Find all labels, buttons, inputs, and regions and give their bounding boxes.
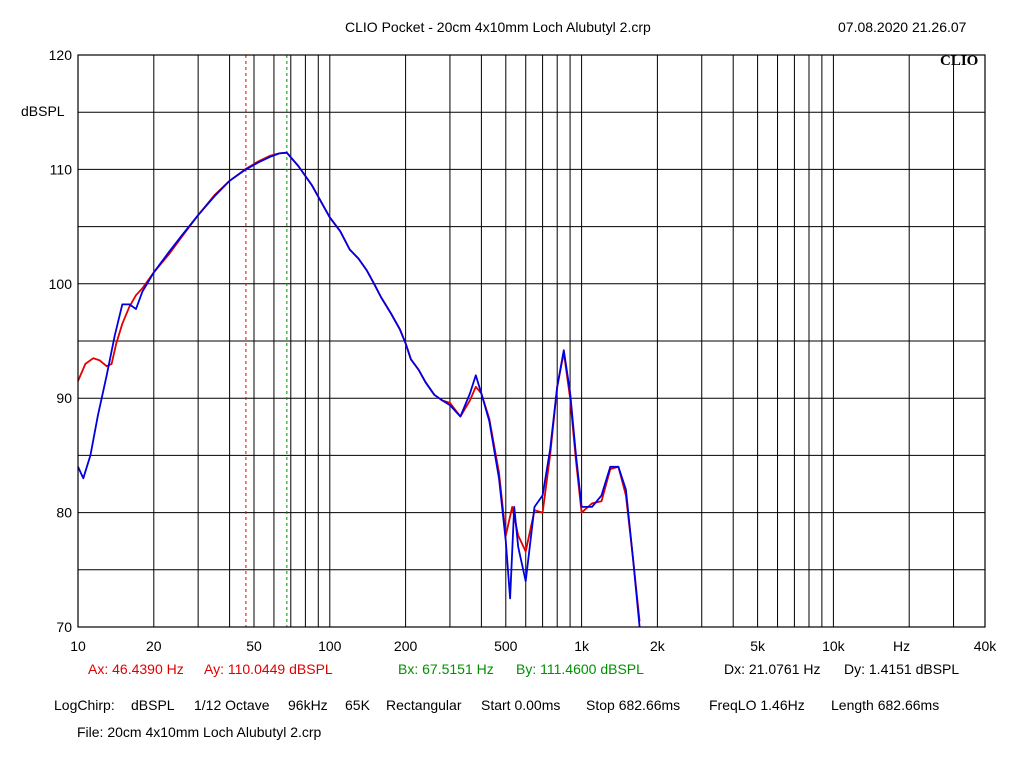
x-tick-label: 100 <box>318 638 342 654</box>
setting-smoothing: 1/12 Octave <box>194 697 270 713</box>
cursor-a-y: Ay: 110.0449 dBSPL <box>204 661 333 677</box>
cursor-lines <box>245 55 288 627</box>
y-tick-label: 100 <box>49 276 73 292</box>
y-axis-label: dBSPL <box>21 103 65 119</box>
setting-window: Rectangular <box>386 697 462 713</box>
y-tick-label: 120 <box>49 47 73 63</box>
plot-frame <box>77 54 986 628</box>
cursor-b-y: By: 111.4600 dBSPL <box>516 661 644 677</box>
clio-logo: CLIO <box>940 53 979 69</box>
series-line-2 <box>77 151 641 628</box>
y-tick-label: 80 <box>56 505 72 521</box>
setting-length: Length 682.66ms <box>831 697 940 713</box>
cursor-a-x: Ax: 46.4390 Hz <box>88 661 184 677</box>
file-name: File: 20cm 4x10mm Loch Alubutyl 2.crp <box>77 724 322 740</box>
setting-size: 65K <box>345 697 370 713</box>
x-tick-label: 200 <box>394 638 418 654</box>
x-tick-label: 1k <box>574 638 590 654</box>
cursor-delta-x: Dx: 21.0761 Hz <box>724 661 821 677</box>
y-tick-label: 110 <box>50 161 73 177</box>
setting-rate: 96kHz <box>288 697 328 713</box>
y-tick-label: 70 <box>56 619 72 635</box>
x-tick-label: 10k <box>822 638 846 654</box>
x-tick-label: 10 <box>70 638 86 654</box>
chart-series <box>77 151 641 628</box>
x-axis-label: Hz <box>893 638 911 654</box>
chart-title: CLIO Pocket - 20cm 4x10mm Loch Alubutyl … <box>345 19 651 35</box>
x-tick-label: 2k <box>650 638 666 654</box>
x-tick-label: 500 <box>494 638 518 654</box>
setting-start: Start 0.00ms <box>481 697 561 713</box>
axis-ticks: 10 20 50 100 200 500 1k 2k 5k 10k 40k 120 110 100 90 80… <box>49 47 998 654</box>
x-tick-label: 40k <box>974 638 998 654</box>
setting-unit: dBSPL <box>131 697 175 713</box>
chart-grid <box>78 55 985 627</box>
x-tick-label: 50 <box>246 638 262 654</box>
measurement-datetime: 07.08.2020 21.26.07 <box>838 19 967 35</box>
x-tick-label: 20 <box>146 638 162 654</box>
cursor-b-x: Bx: 67.5151 Hz <box>398 661 494 677</box>
setting-mode: LogChirp: <box>54 697 115 713</box>
setting-freqlo: FreqLO 1.46Hz <box>709 697 805 713</box>
series-line-1 <box>77 151 641 622</box>
setting-stop: Stop 682.66ms <box>586 697 681 713</box>
y-tick-label: 90 <box>56 390 72 406</box>
x-tick-label: 5k <box>750 638 766 654</box>
cursor-delta-y: Dy: 1.4151 dBSPL <box>844 661 960 677</box>
